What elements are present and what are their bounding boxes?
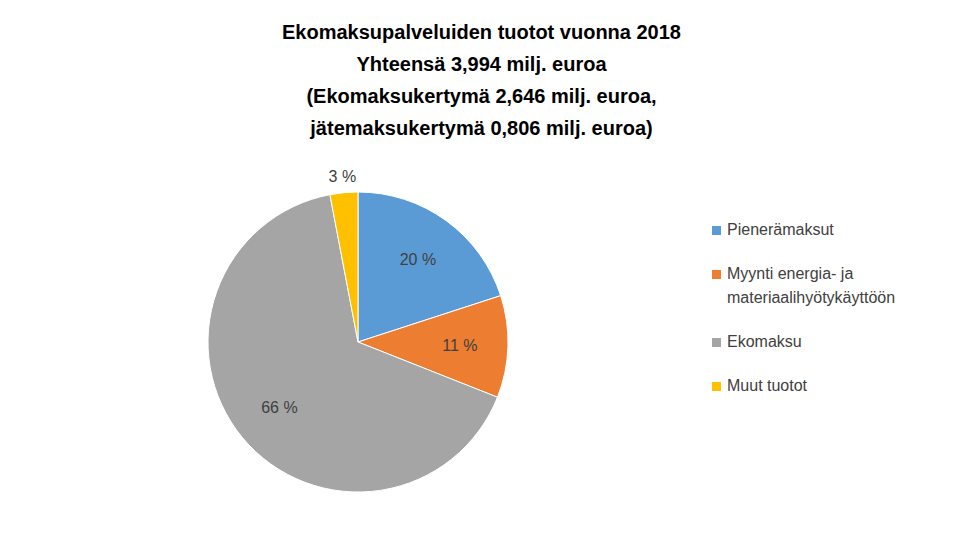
html-text:Ekomaksu: Ekomaksu (727, 333, 802, 350)
html-text:Muut tuotot: Muut tuotot (727, 377, 807, 394)
svg-text:3 %: 3 % (329, 168, 357, 185)
svg-text:20 %: 20 % (400, 251, 436, 268)
html-text:(Ekomaksukertymä 2,646 milj. e: (Ekomaksukertymä 2,646 milj. euroa, (306, 85, 657, 107)
html-text:jätemaksukertymä 0,806 milj. e: jätemaksukertymä 0,806 milj. euroa) (310, 117, 653, 139)
html-text:Yhteensä 3,994 milj. euroa: Yhteensä 3,994 milj. euroa (356, 53, 607, 75)
html-text:Pienerämaksut: Pienerämaksut (727, 221, 834, 238)
svg-text:11 %: 11 % (442, 337, 477, 354)
html-text:Ekomaksupalveluiden tuotot vuo: Ekomaksupalveluiden tuotot vuonna 2018 (282, 21, 681, 43)
html-text:Myynti energia- ja materiaalih: Myynti energia- ja materiaalihyötykäyttö… (727, 265, 896, 306)
svg-text:66 %: 66 % (261, 399, 297, 416)
